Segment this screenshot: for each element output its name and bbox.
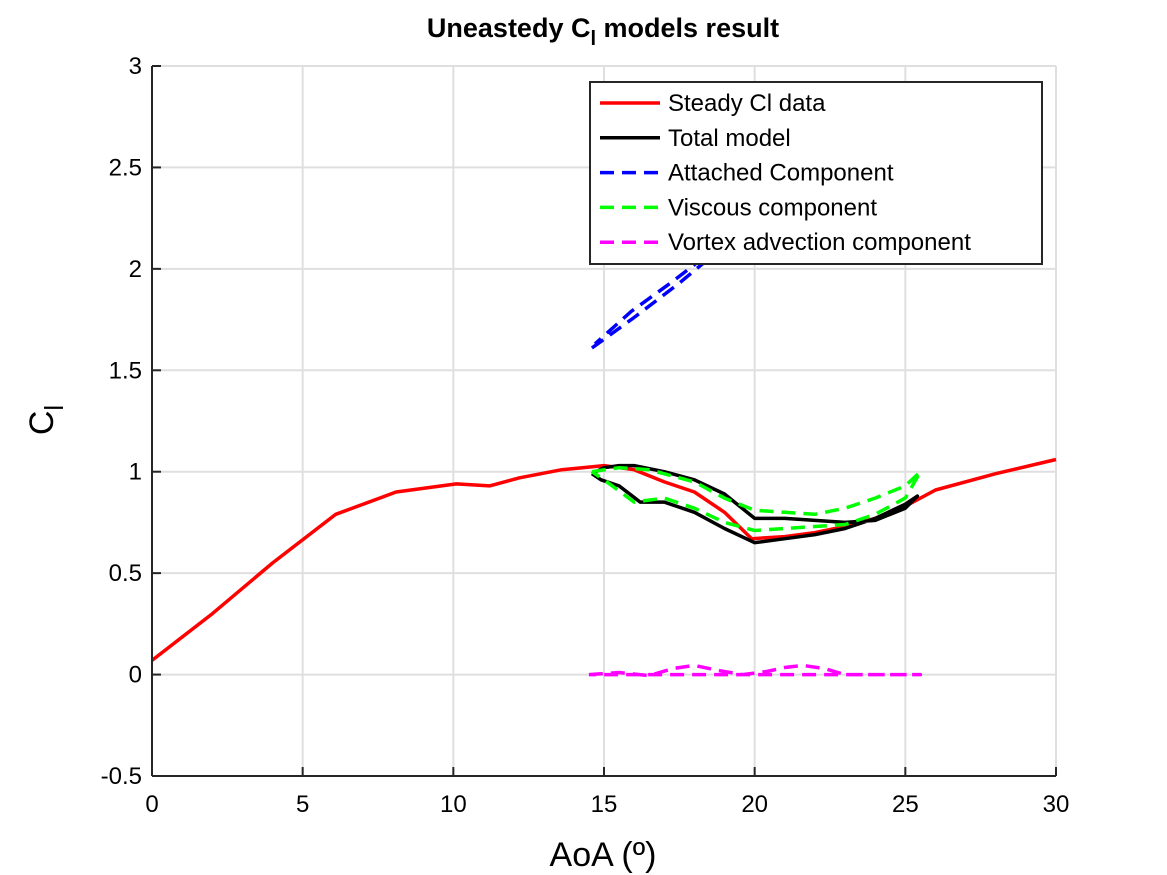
series-line-4 xyxy=(588,663,923,678)
y-axis-title: Cl xyxy=(23,405,69,435)
y-tick-label: 0.5 xyxy=(109,560,142,587)
x-tick-label: 10 xyxy=(440,791,467,818)
x-tick-label: 5 xyxy=(296,791,309,818)
legend: Steady Cl data Total model Attached Compon… xyxy=(589,81,1043,265)
series-line-1 xyxy=(590,463,920,545)
legend-box xyxy=(589,81,1043,265)
axes-frame xyxy=(151,65,1057,777)
x-tick-label: 25 xyxy=(892,791,919,818)
x-tick-label: 30 xyxy=(1043,791,1070,818)
legend-label-2: Attached Component xyxy=(668,160,894,187)
y-tick-label: 2 xyxy=(129,256,142,283)
tick-labels: 0 5 10 15 20 25 30-0.500.511.522.53 xyxy=(101,53,1070,818)
y-tick-label: -0.5 xyxy=(101,763,142,790)
legend-label-4: Vortex advection component xyxy=(668,229,971,256)
legend-label-0: Steady Cl data xyxy=(668,90,826,117)
x-tick-label: 0 xyxy=(145,791,158,818)
legend-label-1: Total model xyxy=(668,125,791,152)
y-tick-label: 1.5 xyxy=(109,357,142,384)
chart-title: Uneastedy Cl models result xyxy=(427,13,779,50)
y-tick-label: 1 xyxy=(129,459,142,486)
x-tick-label: 15 xyxy=(591,791,618,818)
x-axis-title: AoA (º) xyxy=(550,836,657,874)
y-tick-label: 2.5 xyxy=(109,154,142,181)
legend-label-3: Viscous component xyxy=(668,194,877,221)
y-tick-label: 3 xyxy=(129,53,142,80)
y-tick-label: 0 xyxy=(129,662,142,689)
x-tick-label: 20 xyxy=(741,791,768,818)
series-line-3 xyxy=(590,465,923,533)
